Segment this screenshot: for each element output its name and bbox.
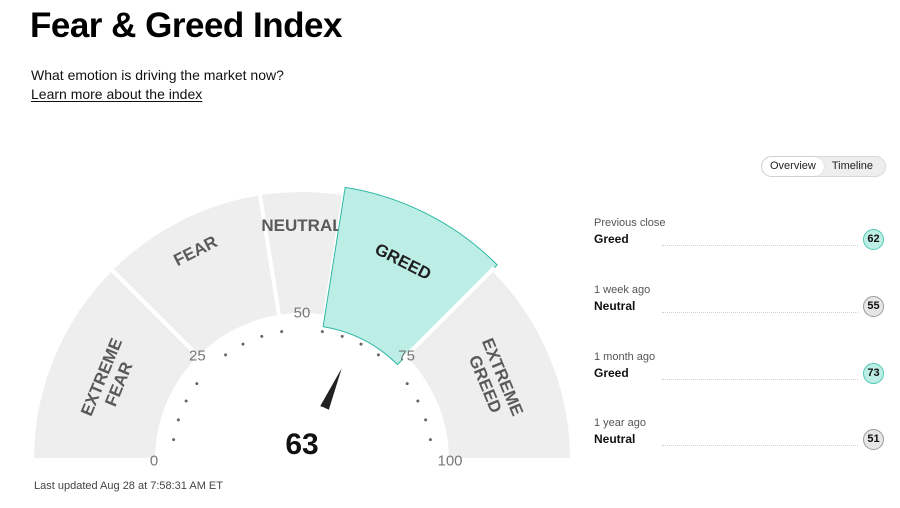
gauge-tick-dot — [260, 334, 264, 338]
history-item-1-week-ago: 1 week ago Neutral 55 — [594, 284, 884, 324]
last-updated-text: Last updated Aug 28 at 7:58:31 AM ET — [34, 480, 223, 492]
history-item-previous-close: Previous close Greed 62 — [594, 217, 884, 257]
gauge-tick-dot — [428, 438, 432, 442]
gauge-segment — [401, 266, 575, 462]
dotted-divider — [662, 312, 858, 313]
gauge-tick-dot — [424, 418, 428, 422]
dotted-divider — [662, 379, 858, 380]
history-status: Neutral — [594, 299, 636, 313]
page-title: Fear & Greed Index — [30, 6, 342, 45]
history-status: Greed — [594, 232, 629, 246]
gauge-tick-dot — [280, 330, 284, 334]
history-status: Neutral — [594, 432, 636, 446]
gauge-needle — [318, 368, 342, 413]
history-score-badge: 55 — [863, 296, 884, 317]
gauge-tick-dot — [241, 342, 245, 346]
history-label: Previous close — [594, 217, 666, 229]
history-label: 1 week ago — [594, 284, 651, 296]
history-item-1-month-ago: 1 month ago Greed 73 — [594, 351, 884, 391]
learn-more-link[interactable]: Learn more about the index — [31, 86, 203, 102]
view-toggle: Overview Timeline — [761, 156, 886, 177]
history-score-badge: 51 — [863, 429, 884, 450]
gauge-tick-dot — [224, 353, 228, 357]
gauge-scale-label: 50 — [294, 304, 311, 321]
gauge-scale-label: 100 — [437, 452, 462, 469]
gauge-scale-label: 0 — [150, 452, 158, 469]
timeline-tab[interactable]: Timeline — [831, 160, 874, 172]
gauge-scale-label: 75 — [398, 348, 415, 365]
gauge-tick-dot — [340, 334, 344, 338]
gauge-tick-dot — [320, 330, 324, 334]
gauge-center-hub — [245, 403, 359, 508]
dotted-divider — [662, 445, 858, 446]
overview-tab[interactable]: Overview — [762, 157, 824, 176]
gauge-tick-dot — [172, 438, 176, 442]
gauge-scale-label: 25 — [189, 348, 206, 365]
gauge-tick-dot — [416, 399, 420, 403]
gauge-value: 63 — [285, 428, 318, 461]
history-score-badge: 73 — [863, 363, 884, 384]
page-subtitle: What emotion is driving the market now? — [31, 67, 284, 83]
gauge-segment — [322, 186, 498, 366]
gauge-tick-dot — [184, 399, 188, 403]
gauge-tick-dot — [195, 382, 199, 386]
history-item-1-year-ago: 1 year ago Neutral 51 — [594, 417, 884, 457]
gauge-tick-dot — [376, 353, 380, 357]
history-score-badge: 62 — [863, 229, 884, 250]
history-status: Greed — [594, 366, 629, 380]
gauge-tick-dot — [359, 342, 363, 346]
gauge-segment-label: NEUTRAL — [261, 216, 342, 235]
dotted-divider — [662, 245, 858, 246]
history-label: 1 month ago — [594, 351, 656, 363]
gauge-tick-dot — [405, 382, 409, 386]
history-label: 1 year ago — [594, 417, 646, 429]
gauge-tick-dot — [176, 418, 180, 422]
